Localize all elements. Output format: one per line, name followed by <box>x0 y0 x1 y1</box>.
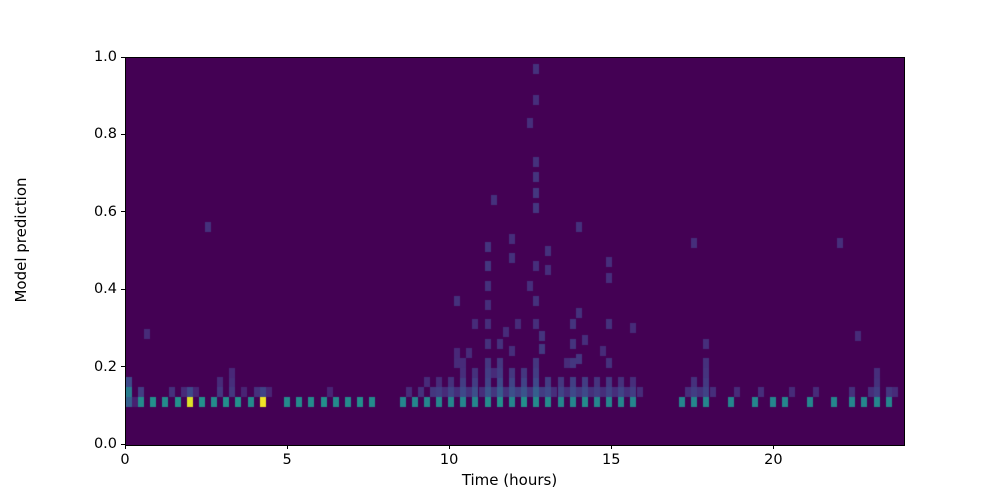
x-axis-label-text: Time (hours) <box>461 471 558 489</box>
x-tick-label: 20 <box>764 452 783 468</box>
y-tick-label: 0.6 <box>93 203 117 220</box>
y-tick-label: 1.0 <box>93 49 117 65</box>
y-tick-mark <box>121 366 125 368</box>
y-tick-mark <box>121 133 125 135</box>
y-tick-label: 0.8 <box>93 126 117 143</box>
x-tick-mark <box>772 445 774 449</box>
x-tick-mark <box>448 445 450 449</box>
y-tick-label: 0.2 <box>93 358 117 375</box>
heatmap-image <box>126 58 904 445</box>
y-tick-label: 0.4 <box>93 281 117 298</box>
y-tick-mark <box>121 56 125 58</box>
x-tick-label: 5 <box>282 452 292 468</box>
x-tick-label: 10 <box>439 452 459 468</box>
x-tick-label: 0 <box>120 452 130 468</box>
x-tick-mark <box>610 445 612 449</box>
y-tick-mark <box>121 288 125 290</box>
y-tick-mark <box>121 211 125 213</box>
heatmap-plot-area[interactable] <box>125 57 905 446</box>
y-tick-label: 0.0 <box>93 436 117 452</box>
x-tick-mark <box>124 445 126 449</box>
x-axis-label: Time (hours) <box>0 471 1000 489</box>
y-axis-label: Model prediction <box>12 177 30 303</box>
x-tick-label: 15 <box>602 452 621 468</box>
x-tick-mark <box>286 445 288 449</box>
y-tick-mark <box>121 443 125 445</box>
